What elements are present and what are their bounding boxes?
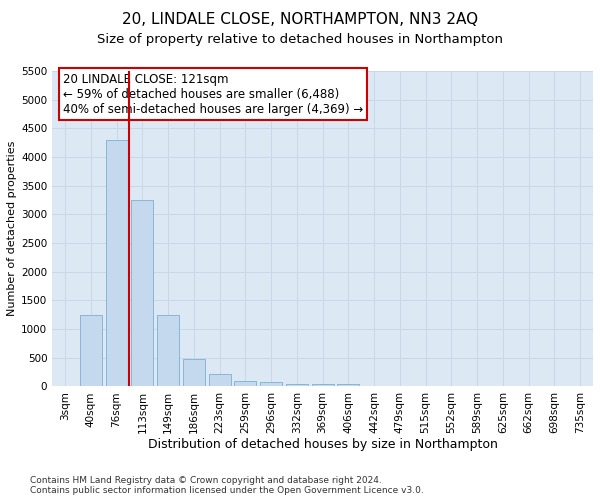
Bar <box>80 314 102 386</box>
Bar <box>106 140 128 386</box>
Bar <box>235 380 256 386</box>
Text: 20, LINDALE CLOSE, NORTHAMPTON, NN3 2AQ: 20, LINDALE CLOSE, NORTHAMPTON, NN3 2AQ <box>122 12 478 28</box>
Text: Contains HM Land Registry data © Crown copyright and database right 2024.
Contai: Contains HM Land Registry data © Crown c… <box>30 476 424 495</box>
Y-axis label: Number of detached properties: Number of detached properties <box>7 141 17 316</box>
X-axis label: Distribution of detached houses by size in Northampton: Distribution of detached houses by size … <box>148 438 497 450</box>
Bar <box>286 384 308 386</box>
Text: 20 LINDALE CLOSE: 121sqm
← 59% of detached houses are smaller (6,488)
40% of sem: 20 LINDALE CLOSE: 121sqm ← 59% of detach… <box>63 72 363 116</box>
Bar <box>157 314 179 386</box>
Text: Size of property relative to detached houses in Northampton: Size of property relative to detached ho… <box>97 32 503 46</box>
Bar <box>131 200 154 386</box>
Bar <box>260 382 282 386</box>
Bar <box>337 384 359 386</box>
Bar <box>311 384 334 386</box>
Bar <box>209 374 230 386</box>
Bar <box>183 359 205 386</box>
